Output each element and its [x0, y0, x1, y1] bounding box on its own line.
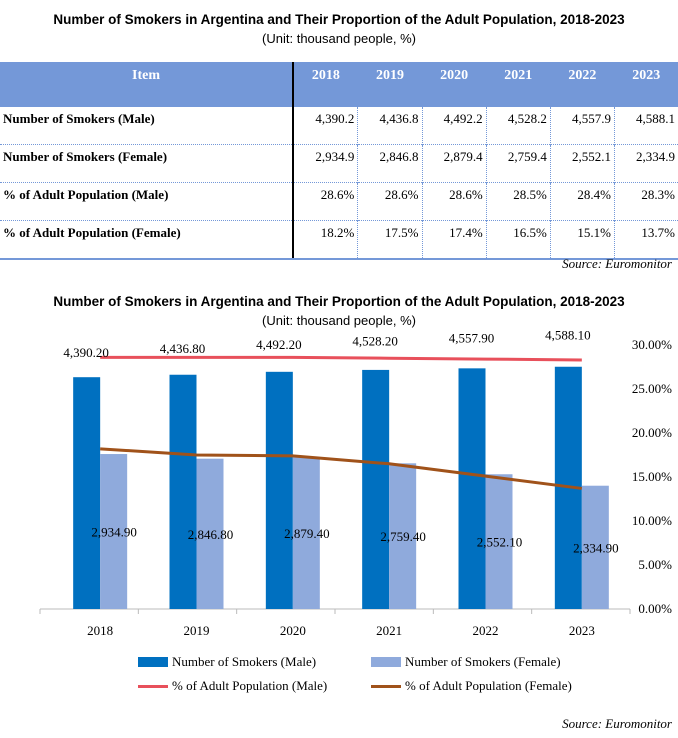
bar-male: [73, 377, 101, 609]
cell-value: 28.5%: [485, 182, 551, 221]
table-row: Number of Smokers (Male) 4,390.2 4,436.8 4,…: [0, 106, 678, 145]
right-tick-label: 5.00%: [638, 557, 672, 572]
legend-label: Number of Smokers (Male): [172, 654, 317, 669]
header-year: 2019: [357, 62, 423, 107]
cell-value: 28.6%: [292, 182, 358, 221]
cell-value: 4,557.9: [549, 106, 615, 145]
right-tick-label: 15.00%: [632, 469, 672, 484]
legend-label: % of Adult Population (Male): [172, 678, 328, 693]
header-year: 2018: [293, 62, 358, 107]
cell-value: 28.6%: [421, 182, 487, 221]
data-label-female: 2,552.10: [477, 535, 523, 550]
x-tick-label: 2023: [569, 623, 595, 638]
cell-value: 17.5%: [357, 220, 423, 260]
legend-swatch-bar: [138, 657, 168, 667]
table-row: Number of Smokers (Female) 2,934.9 2,846.8…: [0, 144, 678, 183]
header-year: 2022: [550, 62, 615, 107]
data-label-male: 4,588.10: [545, 330, 591, 342]
cell-value: 2,934.9: [292, 144, 358, 183]
cell-value: 13.7%: [613, 220, 678, 260]
cell-value: 28.4%: [549, 182, 615, 221]
bar-male: [458, 368, 486, 609]
cell-value: 4,390.2: [292, 106, 358, 145]
x-tick-label: 2018: [87, 623, 113, 638]
right-tick-label: 0.00%: [638, 601, 672, 616]
legend-label: % of Adult Population (Female): [405, 678, 572, 693]
chart-source: Source: Euromonitor: [562, 716, 672, 731]
x-tick-label: 2022: [473, 623, 499, 638]
chart-title: Number of Smokers in Argentina and Their…: [53, 294, 625, 309]
header-row: Item 2018 2019 2020 2021 2022 2023: [0, 62, 678, 107]
cell-value: 18.2%: [292, 220, 358, 260]
data-label-male: 4,557.90: [449, 330, 495, 345]
legend-item: Number of Smokers (Male): [138, 654, 316, 670]
cell-value: 2,846.8: [357, 144, 423, 183]
line-female-pct: [100, 447, 583, 490]
bar-male: [265, 371, 293, 609]
data-label-male: 4,492.20: [256, 337, 302, 352]
row-label: % of Adult Population (Male): [0, 182, 294, 221]
legend-item: % of Adult Population (Male): [138, 678, 327, 694]
legend-swatch-line: [138, 684, 168, 688]
cell-value: 17.4%: [421, 220, 487, 260]
right-tick-label: 30.00%: [632, 337, 672, 352]
combo-chart: 0.00% 5.00% 10.00% 15.00% 20.00% 25.00% 30.00%…: [39, 330, 672, 638]
legend-item: Number of Smokers (Female): [371, 654, 561, 670]
bar-male: [169, 374, 197, 609]
table-subtitle: (Unit: thousand people, %): [262, 31, 416, 46]
data-label-male: 4,390.20: [63, 345, 109, 360]
header-item: Item: [0, 62, 294, 107]
data-label-female: 2,879.40: [284, 526, 330, 541]
cell-value: 4,436.8: [357, 106, 423, 145]
cell-value: 16.5%: [485, 220, 551, 260]
right-tick-label: 10.00%: [632, 513, 672, 528]
data-label-male: 4,436.80: [160, 341, 206, 356]
x-tick-label: 2021: [376, 623, 402, 638]
bar-female: [581, 485, 609, 609]
data-label-female: 2,934.90: [91, 525, 137, 540]
row-label: % of Adult Population (Female): [0, 220, 294, 260]
cell-value: 28.6%: [357, 182, 423, 221]
table-row: % of Adult Population (Female) 18.2% 17.5%…: [0, 220, 678, 260]
line-male-pct: [100, 355, 582, 362]
table-row: % of Adult Population (Male) 28.6% 28.6% 28…: [0, 182, 678, 221]
table-source: Source: Euromonitor: [562, 256, 672, 271]
cell-value: 2,759.4: [485, 144, 551, 183]
row-label: Number of Smokers (Male): [0, 106, 294, 145]
cell-value: 4,492.2: [421, 106, 487, 145]
legend-swatch-bar: [371, 657, 401, 667]
cell-value: 2,334.9: [613, 144, 678, 183]
bar-male: [362, 369, 390, 609]
cell-value: 15.1%: [549, 220, 615, 260]
bar-female: [196, 458, 224, 609]
table-title: Number of Smokers in Argentina and Their…: [53, 12, 625, 27]
data-label-female: 2,759.40: [380, 529, 426, 544]
chart-subtitle: (Unit: thousand people, %): [262, 313, 416, 328]
bar-female: [292, 456, 320, 609]
data-table: Item 2018 2019 2020 2021 2022 2023 Number of S…: [0, 62, 678, 260]
header-year: 2021: [486, 62, 551, 107]
cell-value: 2,552.1: [549, 144, 615, 183]
header-year: 2020: [422, 62, 487, 107]
bar-female: [100, 454, 128, 609]
legend-label: Number of Smokers (Female): [405, 654, 561, 669]
data-label-female: 2,846.80: [188, 527, 234, 542]
bar-female: [389, 463, 417, 609]
cell-value: 4,588.1: [613, 106, 678, 145]
right-tick-label: 20.00%: [632, 425, 672, 440]
header-year: 2023: [614, 62, 678, 107]
legend-swatch-line: [371, 684, 401, 688]
legend-item: % of Adult Population (Female): [371, 678, 572, 694]
data-label-male: 4,528.20: [352, 333, 398, 348]
right-tick-label: 25.00%: [632, 381, 672, 396]
row-label: Number of Smokers (Female): [0, 144, 294, 183]
x-tick-label: 2019: [184, 623, 210, 638]
cell-value: 2,879.4: [421, 144, 487, 183]
bar-female: [485, 474, 513, 609]
cell-value: 28.3%: [613, 182, 678, 221]
x-tick-label: 2020: [280, 623, 306, 638]
data-label-female: 2,334.90: [573, 540, 619, 555]
cell-value: 4,528.2: [485, 106, 551, 145]
